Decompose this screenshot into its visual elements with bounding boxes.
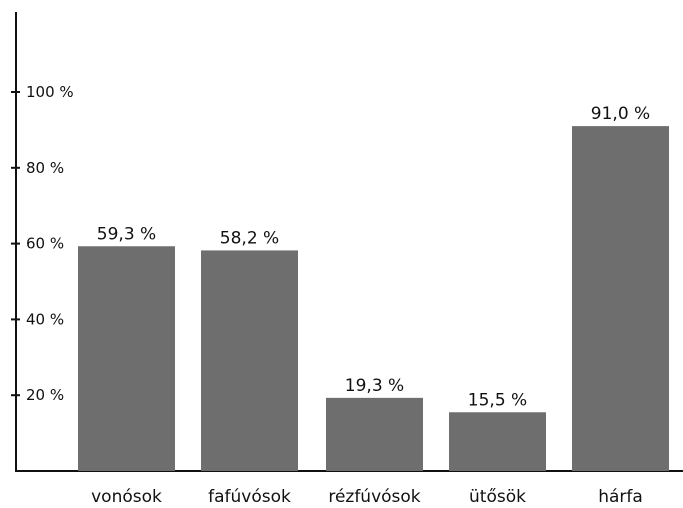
bar-0 xyxy=(78,246,175,471)
bar-2 xyxy=(326,397,423,471)
chart-bars xyxy=(78,126,669,472)
category-label: fafúvósok xyxy=(208,487,291,507)
bar-value-label: 59,3 % xyxy=(97,224,156,244)
y-tick-label: 40 % xyxy=(26,310,64,328)
category-label: ütősök xyxy=(469,487,526,507)
bar-4 xyxy=(572,126,669,472)
y-tick-label: 20 % xyxy=(26,386,64,404)
bar-value-label: 91,0 % xyxy=(591,104,650,124)
bar-1 xyxy=(201,250,298,471)
y-tick-label: 60 % xyxy=(26,235,64,253)
category-label: rézfúvósok xyxy=(328,487,420,507)
bar-3 xyxy=(449,412,546,471)
bar-value-label: 19,3 % xyxy=(345,376,404,396)
chart-labels: 20 % 40 % 60 % 80 % 100 % 59,3 % vonósok 58,2 %… xyxy=(26,83,650,507)
bar-value-label: 15,5 % xyxy=(468,390,527,410)
category-label: vonósok xyxy=(91,487,162,507)
y-tick-label: 100 % xyxy=(26,83,74,101)
bar-value-label: 58,2 % xyxy=(220,228,279,248)
y-tick-label: 80 % xyxy=(26,159,64,177)
category-label: hárfa xyxy=(598,487,643,507)
